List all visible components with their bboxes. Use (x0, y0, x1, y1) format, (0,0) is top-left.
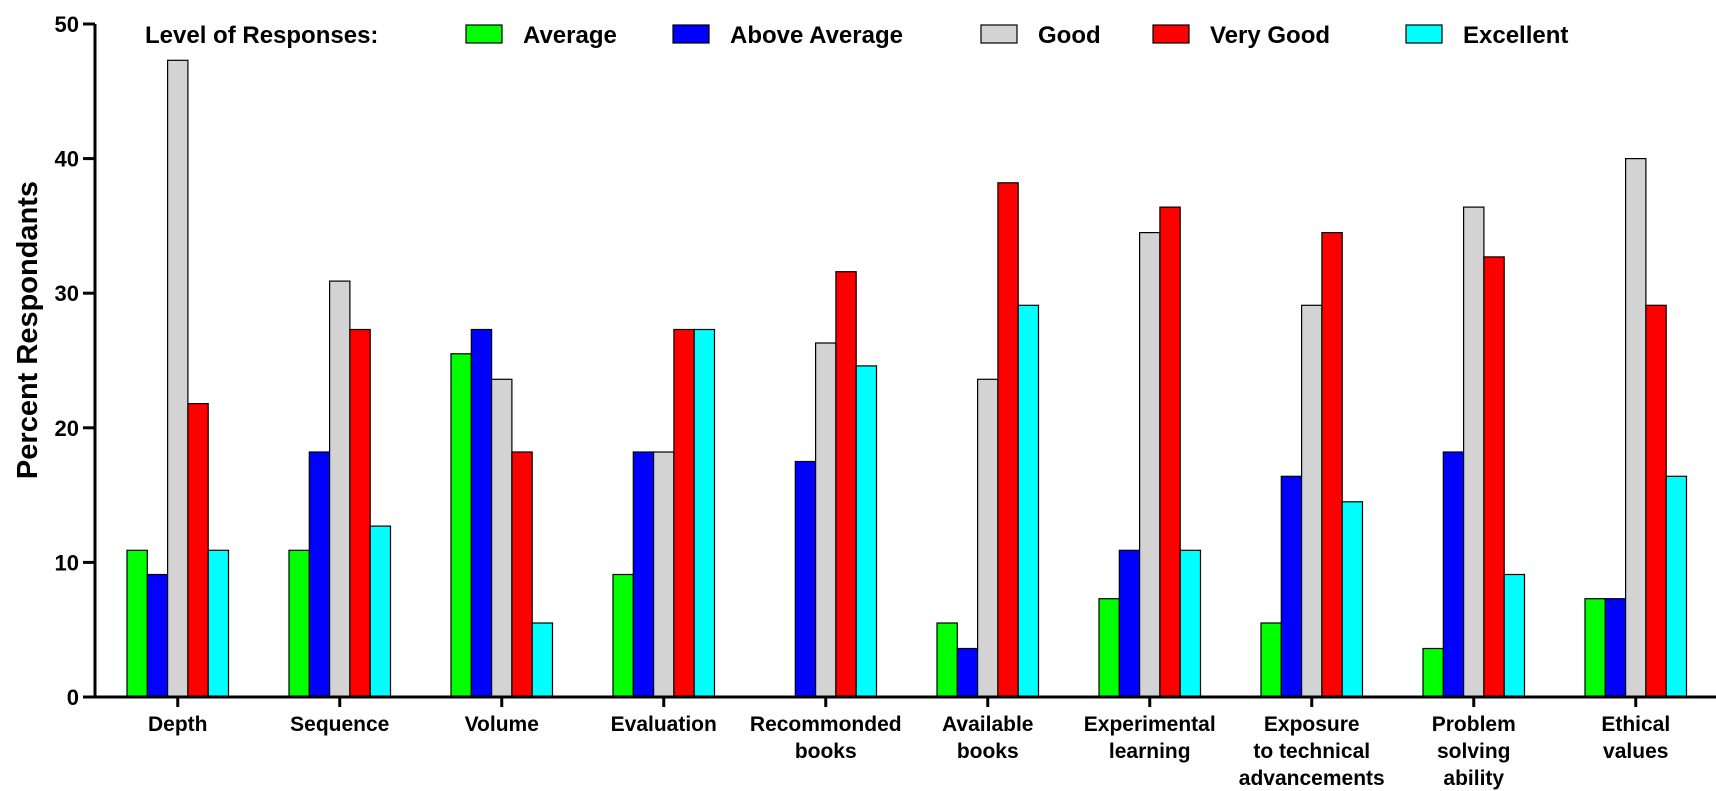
bar-good-2 (491, 378, 513, 698)
x-tick-label: Depth (148, 713, 208, 736)
legend-label-very-good: Very Good (1210, 22, 1330, 49)
bar-excellent-9 (1665, 475, 1688, 698)
legend-label-good: Good (1038, 22, 1101, 49)
legend-title: Level of Responses: (145, 22, 378, 49)
x-tick-label: to technical (1253, 740, 1370, 763)
bar-excellent-1 (369, 525, 392, 698)
x-tick-label: Problem (1432, 713, 1516, 736)
bars (126, 59, 1688, 698)
bar-very-good-9 (1645, 304, 1667, 698)
y-tick-label: 40 (55, 147, 79, 172)
y-tick-label: 10 (55, 550, 79, 575)
legend-swatch-above-average (672, 24, 710, 44)
bar-average-0 (126, 549, 148, 698)
bar-excellent-2 (531, 622, 554, 698)
bar-good-3 (652, 451, 675, 698)
bar-good-1 (329, 280, 351, 698)
bar-above-average-3 (632, 451, 655, 698)
bar-excellent-8 (1503, 573, 1526, 698)
bar-excellent-0 (207, 549, 230, 698)
bar-excellent-3 (693, 328, 716, 698)
bar-good-9 (1624, 158, 1647, 698)
bar-excellent-6 (1179, 549, 1202, 698)
x-tick-label: Ethical (1601, 713, 1670, 736)
bar-very-good-1 (349, 328, 371, 698)
bar-above-average-6 (1118, 549, 1141, 698)
bar-above-average-0 (146, 573, 169, 698)
bar-above-average-5 (956, 647, 979, 698)
bar-good-8 (1462, 206, 1485, 698)
bar-very-good-0 (187, 403, 209, 698)
bar-good-7 (1300, 304, 1323, 698)
legend-swatch-excellent (1405, 24, 1443, 44)
bar-very-good-2 (511, 451, 533, 698)
y-tick-label: 0 (67, 685, 79, 710)
x-tick-label: Exposure (1264, 713, 1360, 736)
bar-average-8 (1422, 647, 1444, 698)
bar-above-average-8 (1442, 451, 1465, 698)
legend-label-average: Average (523, 22, 617, 49)
x-tick-label: Available (942, 713, 1033, 736)
x-tick-label: Sequence (290, 713, 389, 736)
bar-excellent-5 (1017, 304, 1040, 698)
bar-excellent-4 (855, 365, 878, 698)
y-tick-label: 50 (55, 12, 79, 37)
bar-above-average-7 (1280, 475, 1303, 698)
bar-average-2 (450, 353, 472, 698)
bar-good-5 (976, 378, 999, 698)
y-tick-label: 20 (55, 416, 79, 441)
bar-above-average-2 (470, 328, 493, 698)
legend-label-above-average: Above Average (730, 22, 903, 49)
bar-good-0 (167, 59, 189, 698)
bar-very-good-8 (1483, 256, 1505, 698)
y-tick-label: 30 (55, 281, 79, 306)
x-tick-label: values (1603, 740, 1668, 763)
bar-very-good-6 (1159, 206, 1181, 698)
x-tick-label: ability (1443, 767, 1504, 790)
x-tick-label: advancements (1239, 767, 1385, 790)
bar-average-5 (936, 622, 958, 698)
legend-swatch-very-good (1152, 24, 1190, 44)
bar-excellent-7 (1341, 501, 1364, 698)
bar-above-average-4 (794, 460, 817, 698)
legend-swatch-good (980, 24, 1018, 44)
bar-average-9 (1584, 598, 1606, 698)
x-tick-label: Volume (465, 713, 539, 736)
bar-average-6 (1098, 598, 1120, 698)
x-tick-label: Experimental (1084, 713, 1216, 736)
y-axis-title: Percent Respondants (12, 181, 44, 479)
x-tick-label: learning (1109, 740, 1191, 763)
bar-average-7 (1260, 622, 1282, 698)
bar-above-average-9 (1604, 598, 1627, 698)
bar-good-4 (814, 342, 837, 698)
legend-label-excellent: Excellent (1463, 22, 1568, 49)
axes: 0 10 20 30 40 50 Depth Sequence Volume Evaluation… (55, 12, 1716, 790)
bar-very-good-4 (835, 271, 857, 698)
legend-swatch-average (465, 24, 503, 44)
bar-very-good-5 (997, 182, 1019, 698)
x-tick-label: books (957, 740, 1019, 763)
bar-very-good-3 (673, 328, 695, 698)
x-tick-label: Evaluation (611, 713, 717, 736)
x-tick-label: Recommonded (750, 713, 902, 736)
x-tick-label: books (795, 740, 857, 763)
legend: Level of Responses: Average Above Average G… (145, 22, 1568, 49)
bar-above-average-1 (308, 451, 331, 698)
x-tick-label: solving (1437, 740, 1511, 763)
bar-very-good-7 (1321, 232, 1343, 698)
bar-average-1 (288, 549, 310, 698)
bar-average-3 (612, 573, 634, 698)
bar-good-6 (1138, 232, 1161, 698)
